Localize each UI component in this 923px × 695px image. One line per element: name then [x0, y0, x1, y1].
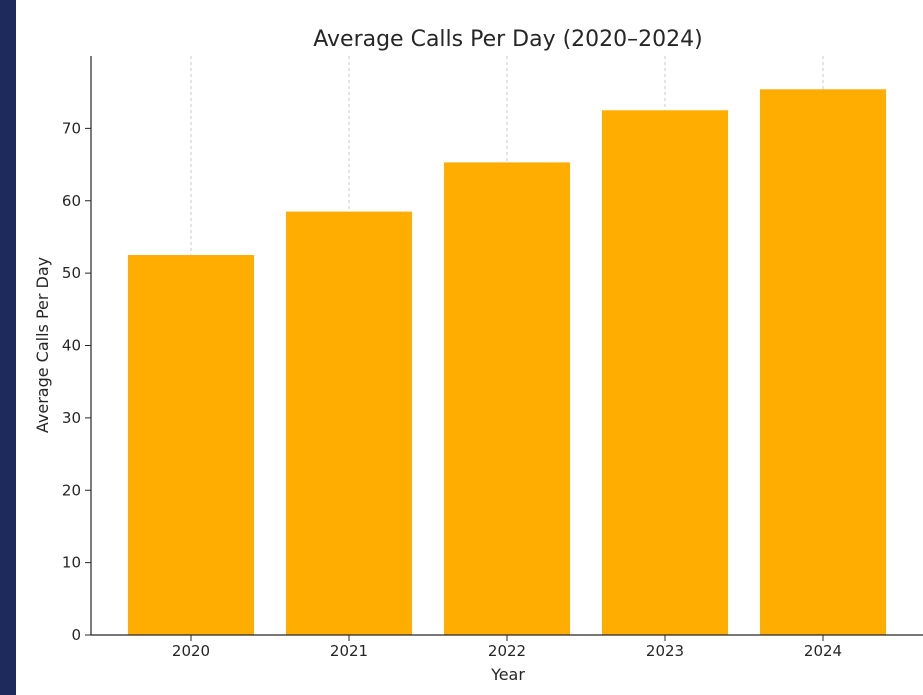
x-ticks: 2020 2021 2022 2023 2024: [172, 635, 842, 660]
bar-2023: [602, 110, 728, 635]
y-tick-label: 0: [71, 626, 81, 644]
y-tick-label: 60: [62, 192, 81, 210]
bar-2021: [286, 211, 412, 635]
y-tick-label: 20: [62, 481, 81, 499]
y-tick-label: 30: [62, 409, 81, 427]
y-tick-label: 40: [62, 337, 81, 355]
bars: [128, 89, 886, 636]
x-tick-label: 2021: [330, 642, 368, 660]
y-tick-label: 10: [62, 554, 81, 572]
x-tick-label: 2020: [172, 642, 210, 660]
x-tick-label: 2024: [804, 642, 842, 660]
y-ticks: 0 10 20 30 40 50 60 70: [62, 119, 91, 644]
y-tick-label: 50: [62, 264, 81, 282]
bar-2022: [444, 162, 570, 636]
bar-2024: [760, 89, 886, 636]
x-axis-label: Year: [490, 665, 525, 684]
x-tick-label: 2022: [488, 642, 526, 660]
y-tick-label: 70: [62, 119, 81, 137]
bar-2020: [128, 255, 254, 635]
y-axis-label: Average Calls Per Day: [33, 257, 52, 433]
chart-title: Average Calls Per Day (2020–2024): [313, 27, 703, 52]
x-tick-label: 2023: [646, 642, 684, 660]
